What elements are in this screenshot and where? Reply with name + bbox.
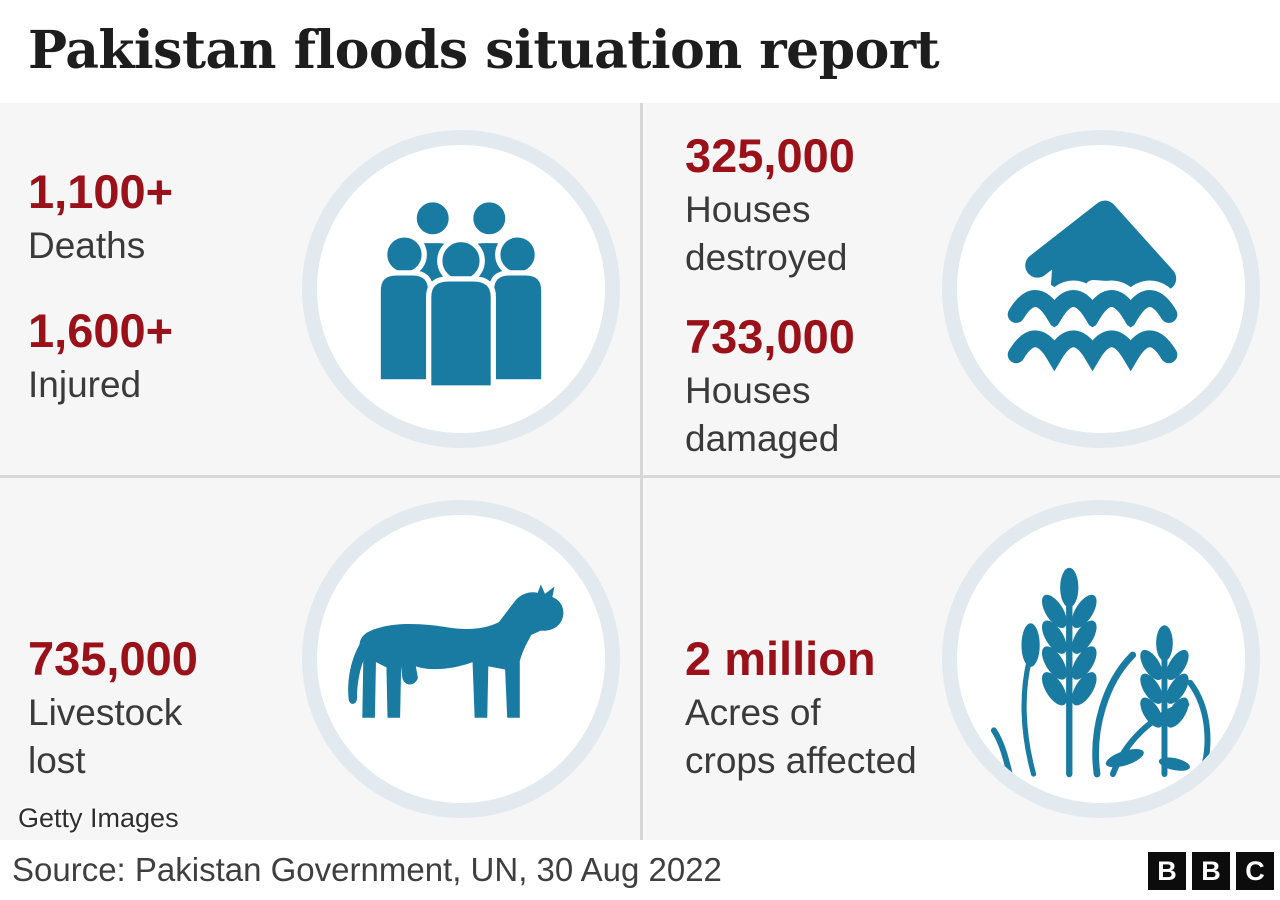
livestock-value: 735,000	[28, 632, 198, 685]
houses-destroyed-value: 325,000	[685, 129, 855, 182]
source-text: Source: Pakistan Government, UN, 30 Aug …	[12, 851, 722, 888]
stat-houses-destroyed: 325,000 Houses destroyed	[685, 129, 942, 282]
injured-label: Injured	[28, 363, 142, 405]
livestock-stats: 735,000 Livestock lost	[0, 478, 302, 840]
crops-stats: 2 million Acres of crops affected	[643, 478, 942, 840]
people-group-icon-circle	[302, 130, 620, 448]
houses-damaged-label: Houses damaged	[685, 369, 840, 459]
crops-value: 2 million	[685, 632, 876, 685]
casualties-stats: 1,100+ Deaths 1,600+ Injured	[0, 103, 302, 475]
footer: Source: Pakistan Government, UN, 30 Aug …	[0, 840, 1280, 900]
stat-crops: 2 million Acres of crops affected	[685, 632, 942, 785]
page-title: Pakistan floods situation report	[28, 20, 940, 81]
livestock-label: Livestock lost	[28, 691, 183, 781]
bbc-logo-block-c: C	[1236, 852, 1274, 890]
stat-deaths: 1,100+ Deaths	[28, 165, 302, 270]
flooded-house-icon-circle	[942, 130, 1260, 448]
flooded-house-icon	[998, 200, 1187, 390]
injured-value: 1,600+	[28, 303, 174, 357]
wheat-crops-icon	[990, 567, 1211, 778]
houses-destroyed-label: Houses destroyed	[685, 188, 848, 278]
deaths-label: Deaths	[28, 224, 146, 266]
panel-casualties: 1,100+ Deaths 1,600+ Injured	[0, 103, 640, 475]
deaths-value: 1,100+	[28, 165, 174, 218]
stat-houses-damaged: 733,000 Houses damaged	[685, 309, 942, 463]
bbc-logo-block-b2: B	[1192, 852, 1230, 890]
stat-injured: 1,600+ Injured	[28, 303, 302, 409]
image-credit: Getty Images	[18, 803, 179, 833]
cow-icon-circle	[302, 500, 620, 818]
houses-stats: 325,000 Houses destroyed 733,000 Houses …	[643, 103, 942, 475]
stats-grid: 1,100+ Deaths 1,600+ Injured	[0, 103, 1280, 840]
bbc-logo-block-b1: B	[1148, 852, 1186, 890]
stat-livestock: 735,000 Livestock lost	[28, 632, 302, 785]
panel-houses: 325,000 Houses destroyed 733,000 Houses …	[643, 103, 1280, 475]
panel-livestock: 735,000 Livestock lost Getty Images	[0, 478, 640, 840]
panel-crops: 2 million Acres of crops affected	[643, 478, 1280, 840]
houses-damaged-value: 733,000	[685, 309, 855, 363]
wheat-crops-icon-circle	[942, 500, 1260, 818]
bbc-logo: B B C	[1148, 852, 1274, 890]
cow-icon	[348, 584, 564, 718]
header: Pakistan floods situation report	[0, 0, 1280, 103]
crops-label: Acres of crops affected	[685, 691, 917, 781]
people-group-icon	[375, 197, 547, 390]
